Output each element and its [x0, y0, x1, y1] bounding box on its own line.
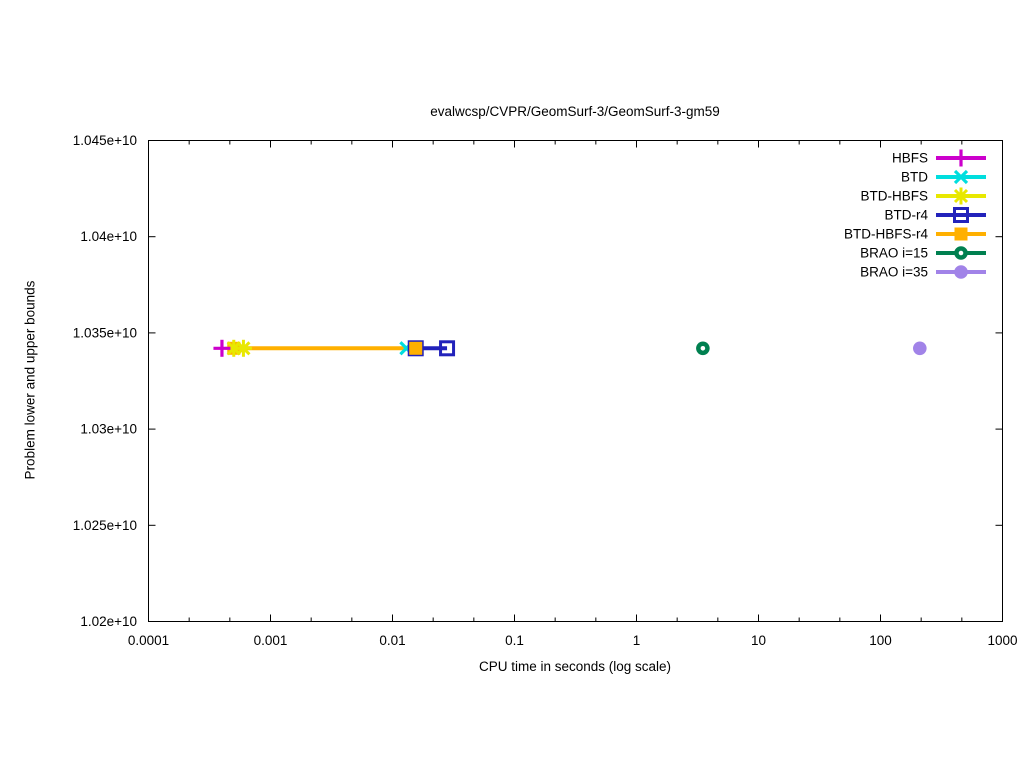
legend-label-BTD-r4: BTD-r4: [885, 208, 929, 223]
data-point-BTD-HBFS: [236, 341, 251, 356]
legend-marker-BRAO i=35: [954, 265, 968, 279]
legend-label-HBFS: HBFS: [892, 151, 928, 166]
y-tick-label: 1.045e+10: [73, 133, 137, 148]
x-tick-label: 1000: [987, 633, 1017, 648]
x-tick-label: 0.001: [254, 633, 288, 648]
chart-title: evalwcsp/CVPR/GeomSurf-3/GeomSurf-3-gm59: [430, 104, 720, 119]
data-point-BRAO i=35: [913, 341, 927, 356]
legend-marker-BRAO i=15-center: [958, 250, 964, 256]
legend-label-BTD-HBFS: BTD-HBFS: [861, 189, 929, 204]
x-tick-label: 10: [751, 633, 766, 648]
x-axis-label: CPU time in seconds (log scale): [478, 659, 672, 674]
x-tick-label: 1: [633, 633, 641, 648]
x-tick-label: 0.01: [379, 633, 405, 648]
y-tick-label: 1.025e+10: [73, 518, 137, 533]
legend-label-BTD: BTD: [901, 170, 928, 185]
x-tick-label: 0.1: [505, 633, 524, 648]
legend-marker-BTD-HBFS: [953, 188, 969, 204]
x-tick-label: 100: [869, 633, 892, 648]
data-point-BTD-r4: [439, 340, 456, 357]
y-tick-label: 1.04e+10: [80, 229, 137, 244]
y-tick-label: 1.03e+10: [80, 422, 137, 437]
data-point-BRAO i=15-center: [700, 345, 706, 351]
legend-marker-BTD-HBFS-r4: [954, 227, 968, 241]
y-tick-label: 1.02e+10: [80, 614, 137, 629]
legend-marker-BTD: [953, 169, 969, 185]
legend-label-BTD-HBFS-r4: BTD-HBFS-r4: [844, 227, 928, 242]
data-point-BTD-HBFS-r4: [409, 341, 423, 355]
plot-border: [148, 140, 1003, 622]
legend-label-BRAO i=35: BRAO i=35: [860, 265, 928, 280]
y-tick-label: 1.035e+10: [73, 325, 137, 340]
x-tick-label: 0.0001: [128, 633, 169, 648]
legend-marker-BTD-r4: [953, 207, 969, 223]
legend-label-BRAO i=15: BRAO i=15: [860, 246, 928, 261]
